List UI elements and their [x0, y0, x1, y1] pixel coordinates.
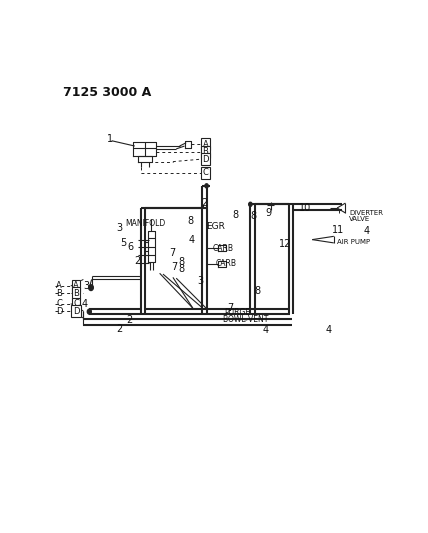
Text: B: B	[73, 289, 79, 298]
Text: D: D	[202, 155, 209, 164]
Text: B: B	[202, 147, 208, 156]
Text: EGR: EGR	[206, 222, 225, 231]
Text: A: A	[73, 281, 79, 290]
Text: 3: 3	[83, 281, 89, 291]
Text: 7125 3000 A: 7125 3000 A	[63, 86, 152, 99]
Text: 12: 12	[279, 239, 291, 249]
Text: 4: 4	[262, 325, 269, 335]
Text: 2: 2	[127, 315, 133, 325]
Text: 11: 11	[331, 225, 344, 235]
Text: B: B	[56, 289, 62, 298]
Text: 1: 1	[107, 134, 113, 144]
Text: D: D	[73, 306, 79, 316]
Text: AIR PUMP: AIR PUMP	[337, 239, 370, 245]
Circle shape	[249, 202, 252, 206]
Text: MANIFOLD: MANIFOLD	[125, 219, 165, 228]
Text: 8: 8	[255, 286, 261, 296]
Text: PURGE: PURGE	[224, 308, 250, 317]
Text: 4: 4	[189, 236, 195, 245]
Text: 3: 3	[116, 223, 123, 233]
Text: C: C	[73, 299, 79, 308]
Circle shape	[89, 285, 93, 290]
Text: 9: 9	[266, 207, 272, 217]
Text: 7: 7	[171, 262, 178, 272]
Text: 2: 2	[134, 256, 140, 266]
Circle shape	[205, 184, 208, 188]
Text: 10: 10	[299, 204, 311, 213]
Text: VALVE: VALVE	[349, 216, 371, 222]
Text: 8: 8	[188, 216, 194, 226]
Text: 8: 8	[233, 210, 239, 220]
Text: CARB: CARB	[213, 244, 234, 253]
Text: 8: 8	[178, 257, 184, 267]
Text: A: A	[56, 281, 62, 290]
Text: 4: 4	[325, 325, 332, 335]
Text: D: D	[56, 306, 62, 316]
Text: CARB: CARB	[216, 260, 237, 268]
Text: 8: 8	[178, 264, 184, 274]
Circle shape	[87, 309, 91, 314]
Text: 8: 8	[251, 211, 257, 221]
Text: C: C	[202, 168, 208, 177]
Text: 4: 4	[364, 226, 370, 236]
Text: DIVERTER: DIVERTER	[349, 209, 383, 215]
Text: 2: 2	[116, 324, 123, 334]
Text: 7: 7	[169, 248, 176, 258]
Text: 6: 6	[127, 242, 133, 252]
Text: 2: 2	[201, 198, 207, 208]
Text: C: C	[56, 299, 62, 308]
Text: 7: 7	[228, 303, 234, 313]
Text: 5: 5	[120, 238, 126, 248]
Text: 3: 3	[198, 276, 204, 286]
Text: BOWL VENT: BOWL VENT	[223, 314, 268, 324]
Text: A: A	[202, 140, 208, 149]
Text: 4: 4	[82, 298, 88, 309]
